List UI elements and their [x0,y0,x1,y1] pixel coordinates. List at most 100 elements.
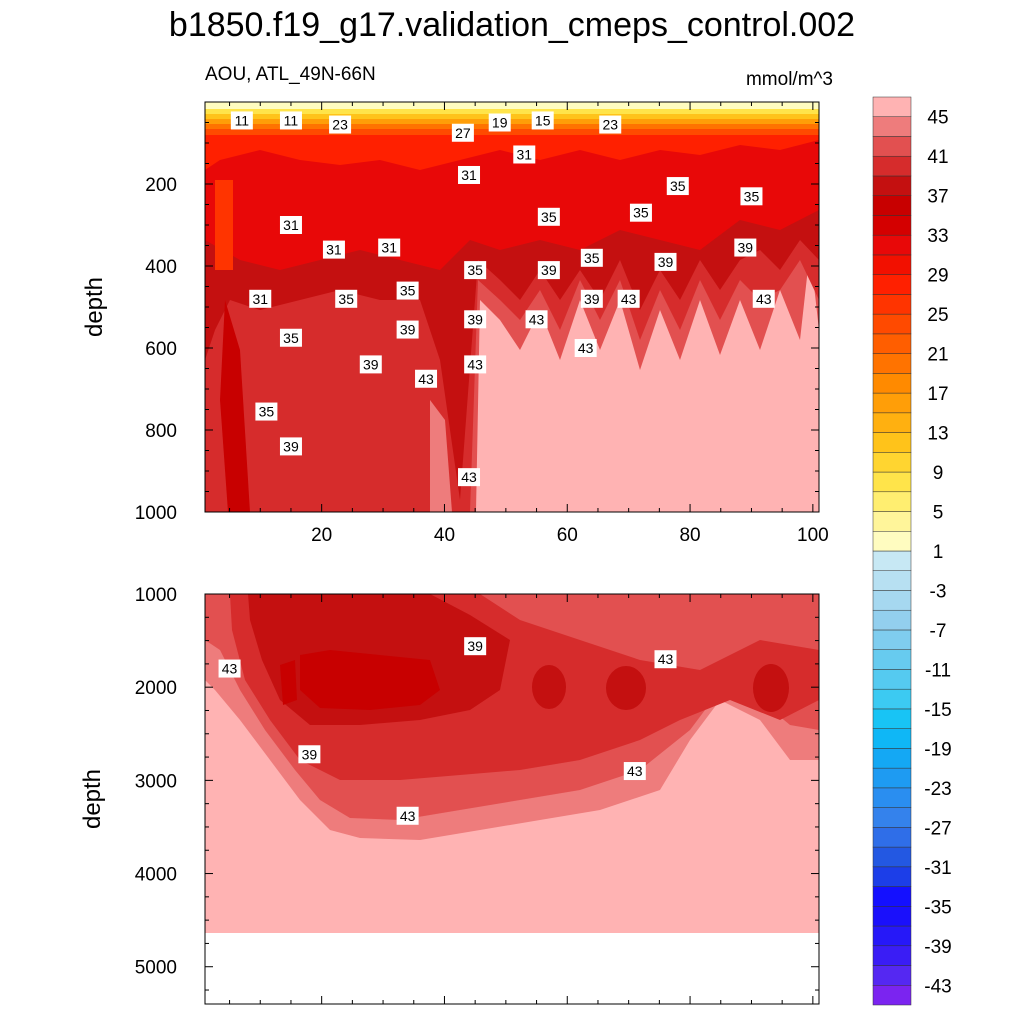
colorbar-box [872,313,912,335]
contour-label-box [580,248,603,267]
colorbar-box [872,373,912,394]
colorbar-box [872,116,912,137]
lower-core-1 [300,650,440,710]
colorbar-tick-label: 13 [927,424,948,445]
contour-label-text: 35 [338,291,354,307]
upper-plot-area: 11 11 23 27 19 15 23 31 31 35 35 35 35 31 31 31 39 39 35 35… [205,102,819,512]
colorbar-box [872,846,912,868]
contour-label: 19 [488,113,511,132]
contour-label-text: 43 [467,356,483,372]
contour-label: 39 [580,289,603,308]
colorbar-box [872,353,912,374]
colorbar-box [872,550,912,571]
contour-label: 39 [734,238,757,257]
colorbar-box [872,412,912,433]
contour-label-box [335,289,358,308]
y-tick-label: 400 [145,257,177,278]
colorbar-tick-label: -11 [925,660,951,681]
colorbar-tick-label: -3 [930,581,947,602]
colorbar-box [872,649,912,670]
contour-label-box [451,123,474,142]
colorbar-tick-label: 9 [933,463,944,484]
upper-surface-3 [205,114,819,119]
colorbar-box [872,294,912,315]
y-tick-label: 1000 [135,585,177,606]
contour-label-box [279,437,302,456]
contour-label: 43 [574,339,597,357]
contour-label: 35 [464,261,487,280]
contour-label-text: 31 [283,217,299,233]
contour-label-text: 35 [541,209,557,225]
colorbar-box [872,531,912,552]
contour-label-box [629,203,652,222]
contour-label-box [464,637,487,656]
contour-label: 35 [396,281,419,300]
colorbar-box [872,629,912,650]
y-tick-label: 5000 [135,958,177,979]
units-label: mmol/m^3 [746,69,833,90]
contour-label: 11 [230,111,253,130]
y-tick-label: 800 [145,421,177,442]
contour-label: 31 [513,145,536,164]
contour-label: 23 [599,115,622,134]
contour-label-box [623,762,646,781]
colorbar-box [872,590,912,611]
contour-label: 43 [464,355,487,374]
contour-label-box [734,238,757,257]
colorbar-box [872,136,912,157]
contour-label-text: 39 [738,240,754,256]
contour-label-box [458,468,481,487]
contour-label: 43 [525,310,548,329]
contour-label-box [415,369,438,388]
contour-label-text: 23 [602,117,618,133]
upper-patch-27 [215,180,233,270]
chart-title: b1850.f19_g17.validation_cmeps_control.0… [169,6,855,44]
contour-label: 39 [654,252,677,271]
contour-label-box [359,355,382,374]
contour-label-text: 43 [578,340,594,356]
colorbar-box [872,452,912,473]
contour-label-text: 35 [259,404,275,420]
contour-label-box [255,402,278,421]
colorbar-tick-label: 17 [927,384,948,405]
contour-label-box [218,659,241,678]
contour-label-box [574,339,597,357]
colorbar-box [872,254,912,275]
contour-label-text: 11 [284,112,299,128]
y-tick-label: 4000 [135,865,177,886]
contour-label: 39 [279,437,302,456]
contour-label: 35 [740,187,763,206]
colorbar-box [872,175,912,196]
contour-label: 31 [322,240,345,259]
x-tick-label: 80 [679,525,700,546]
lower-contour-labels: 43 39 43 39 43 43 [218,637,677,825]
upper-surface-2 [205,109,819,114]
colorbar-box [872,965,912,986]
colorbar-box [872,570,912,591]
colorbar-tick-label: 25 [927,305,948,326]
colorbar-box [872,787,912,808]
contour-label-text: 39 [363,356,379,372]
colorbar-box [872,195,912,216]
contour-label-text: 35 [400,283,416,299]
contour-label-text: 43 [461,469,477,485]
lower-core-2 [280,660,297,705]
colorbar-tick-label: 29 [927,266,948,287]
colorbar-box [872,945,912,966]
upper-contour-labels: 11 11 23 27 19 15 23 31 31 35 35 35 35 31 31 31 39 39 35 35… [230,111,775,487]
contour-label-text: 35 [633,205,649,221]
contour-label: 43 [458,468,481,487]
colorbar-box [872,886,912,907]
upper-patch-deep2 [220,300,250,512]
colorbar-box [872,807,912,828]
contour-label: 31 [249,289,272,308]
lower-plot-area: 43 39 43 39 43 43 [205,594,819,1004]
colorbar-box [872,274,912,295]
lower-core-5 [753,664,789,712]
subtitle-left: AOU, ATL_49N-66N [205,64,376,85]
y-tick-label: 600 [145,339,177,360]
colorbar-box [872,609,912,631]
contour-label-box [279,111,302,130]
contour-label: 35 [666,177,689,196]
contour-label-text: 39 [584,291,600,307]
